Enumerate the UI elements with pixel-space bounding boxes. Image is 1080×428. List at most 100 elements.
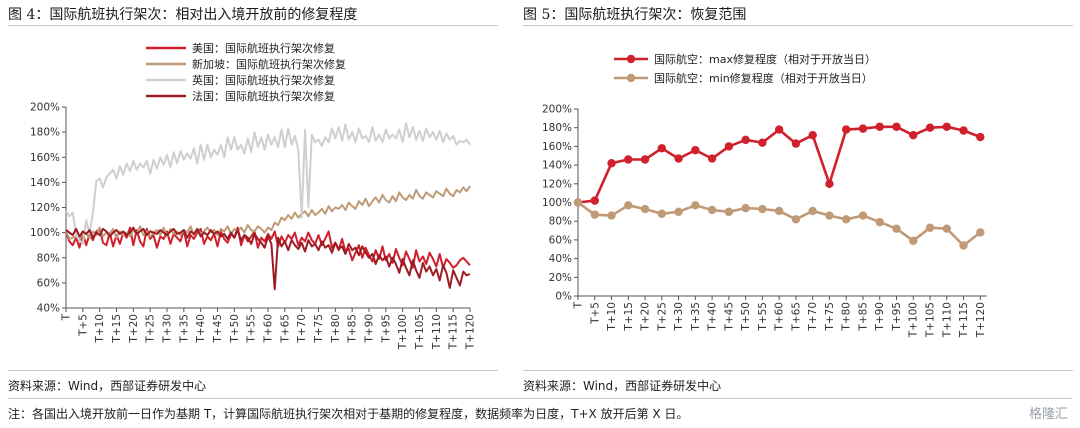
- x-tick-label: T+110: [941, 302, 953, 338]
- x-tick-label: T+120: [975, 302, 987, 338]
- series-0-point: [674, 154, 683, 163]
- series-1-point: [607, 211, 616, 220]
- series-1-point: [858, 211, 868, 220]
- series-1-point: [573, 198, 583, 207]
- x-tick-label: T+20: [128, 314, 140, 344]
- y-tick-label: 100%: [30, 227, 60, 239]
- y-tick-label: 60%: [549, 234, 572, 246]
- x-tick-label: T+10: [94, 314, 106, 344]
- series-1-point: [590, 210, 599, 219]
- y-tick-label: 40%: [549, 253, 572, 265]
- series-1-point: [707, 205, 717, 215]
- series-1-point: [791, 215, 801, 224]
- left-title-rule: [8, 25, 498, 26]
- watermark-logo: 格隆汇: [1028, 407, 1068, 422]
- y-tick-label: 80%: [549, 216, 572, 228]
- legend-label-1: 国际航空：min修复程度（相对于开放当日）: [654, 71, 873, 85]
- x-tick-label: T+10: [606, 302, 618, 332]
- y-tick-label: 200%: [30, 102, 60, 114]
- x-tick-label: T+90: [364, 314, 376, 344]
- series-line-3: [65, 226, 471, 291]
- x-tick-label: T+65: [790, 302, 802, 332]
- y-tick-label: 140%: [30, 177, 60, 189]
- left-source: 资料来源：Wind，西部证券研发中心: [8, 379, 207, 393]
- series-1-point: [691, 201, 700, 210]
- series-1-point: [909, 236, 918, 246]
- footer-rule: [8, 398, 1072, 399]
- series-1-point: [942, 224, 951, 233]
- series-1-point: [875, 217, 884, 227]
- series-1-point: [976, 228, 985, 237]
- series-0-point: [808, 130, 817, 140]
- series-0-point: [741, 135, 750, 145]
- series-line-1: [65, 185, 471, 242]
- x-tick-label: T+35: [690, 302, 702, 332]
- x-tick-label: T+115: [448, 314, 460, 350]
- series-line-0: [65, 226, 471, 269]
- x-tick-label: T+80: [330, 314, 342, 344]
- series-0-point: [691, 145, 700, 155]
- y-tick-label: 60%: [37, 277, 60, 289]
- x-tick-label: T+115: [958, 302, 970, 338]
- series-0-point: [925, 123, 935, 132]
- series-1-point: [741, 203, 750, 213]
- series-1-point: [892, 224, 901, 233]
- series-0-point: [640, 155, 650, 164]
- x-tick-label: T+45: [212, 314, 224, 344]
- y-tick-label: 180%: [542, 122, 572, 134]
- y-tick-label: 160%: [542, 141, 572, 153]
- right-title-rule: [523, 25, 1073, 26]
- series-0-point: [624, 155, 633, 164]
- series-0-point: [892, 122, 901, 131]
- x-tick-label: T: [61, 313, 73, 321]
- x-tick-label: T+65: [279, 314, 291, 344]
- right-chart-title: 图 5：国际航班执行架次：恢复范围: [523, 7, 747, 23]
- series-1-point: [640, 204, 650, 214]
- series-0-point: [791, 139, 801, 148]
- x-tick-label: T+20: [640, 302, 652, 332]
- x-tick-label: T+25: [656, 302, 668, 332]
- right-bottom-rule: [523, 370, 1073, 371]
- x-tick-label: T+100: [908, 302, 920, 338]
- x-tick-label: T+40: [707, 302, 719, 332]
- x-tick-label: T+90: [874, 302, 886, 332]
- series-line-0: [577, 125, 981, 204]
- x-tick-label: T+5: [589, 302, 601, 325]
- x-tick-label: T+85: [857, 302, 869, 332]
- y-tick-label: 140%: [542, 160, 572, 172]
- series-0-point: [724, 142, 734, 151]
- left-chart: 40% 60% 80% 100% 120% 140% 160% 180% 200% T T+5 T+1…: [30, 41, 477, 350]
- series-1-point: [674, 207, 683, 217]
- legend-marker-1: [626, 73, 636, 83]
- series-1-point: [825, 211, 834, 220]
- legend-marker-0: [626, 54, 636, 64]
- series-0-point: [858, 124, 868, 133]
- x-tick-label: T+95: [891, 302, 903, 332]
- y-tick-label: 40%: [37, 303, 60, 315]
- x-tick-label: T+55: [246, 314, 258, 344]
- series-0-point: [657, 144, 667, 153]
- y-tick-label: 0%: [555, 291, 572, 303]
- legend-label-3: 法国：国际航班执行架次修复: [192, 89, 335, 103]
- x-tick-label: T+25: [145, 314, 157, 344]
- x-tick-label: T+60: [263, 314, 275, 344]
- x-tick-label: T+50: [740, 302, 752, 332]
- x-tick-label: T+30: [162, 314, 174, 344]
- y-tick-label: 100%: [542, 197, 572, 209]
- x-tick-label: T+75: [313, 314, 325, 344]
- series-0-point: [607, 159, 616, 168]
- x-tick-label: T+75: [824, 302, 836, 332]
- y-tick-label: 80%: [37, 252, 60, 264]
- series-0-point: [841, 125, 851, 134]
- series-0-point: [774, 125, 784, 134]
- x-tick-label: T: [573, 301, 585, 309]
- y-tick-label: 120%: [30, 202, 60, 214]
- series-0-point: [942, 122, 951, 131]
- series-0-point: [758, 138, 767, 147]
- x-tick-label: T+60: [774, 302, 786, 332]
- y-tick-label: 200%: [542, 104, 572, 116]
- x-tick-label: T+55: [757, 302, 769, 332]
- x-tick-label: T+80: [841, 302, 853, 332]
- series-0-point: [959, 126, 968, 135]
- series-1-point: [841, 215, 851, 224]
